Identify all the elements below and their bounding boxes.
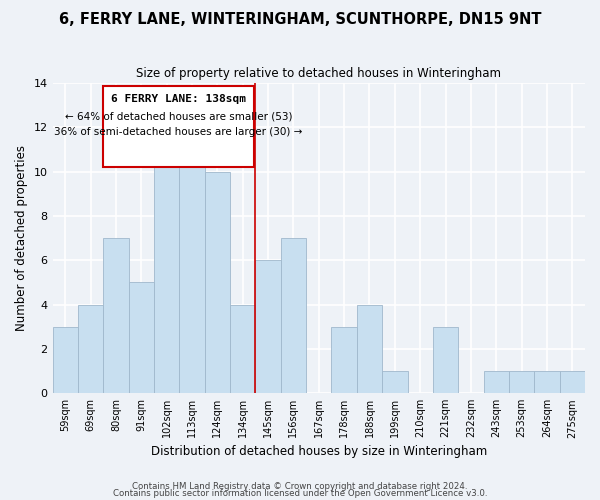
Bar <box>78 304 103 393</box>
Bar <box>53 326 78 393</box>
Bar <box>230 304 256 393</box>
Bar <box>484 371 509 393</box>
Bar <box>103 238 128 393</box>
Bar <box>154 150 179 393</box>
Text: Contains public sector information licensed under the Open Government Licence v3: Contains public sector information licen… <box>113 489 487 498</box>
Text: Contains HM Land Registry data © Crown copyright and database right 2024.: Contains HM Land Registry data © Crown c… <box>132 482 468 491</box>
Bar <box>281 238 306 393</box>
Y-axis label: Number of detached properties: Number of detached properties <box>15 145 28 331</box>
Text: ← 64% of detached houses are smaller (53): ← 64% of detached houses are smaller (53… <box>65 112 292 122</box>
X-axis label: Distribution of detached houses by size in Winteringham: Distribution of detached houses by size … <box>151 444 487 458</box>
Bar <box>534 371 560 393</box>
Bar <box>256 260 281 393</box>
Bar <box>179 128 205 393</box>
Bar <box>509 371 534 393</box>
Bar <box>433 326 458 393</box>
Bar <box>357 304 382 393</box>
Bar <box>331 326 357 393</box>
Bar <box>205 172 230 393</box>
Bar <box>128 282 154 393</box>
Bar <box>103 86 254 167</box>
Bar <box>560 371 585 393</box>
Title: Size of property relative to detached houses in Winteringham: Size of property relative to detached ho… <box>136 68 501 80</box>
Text: 6 FERRY LANE: 138sqm: 6 FERRY LANE: 138sqm <box>111 94 246 104</box>
Text: 6, FERRY LANE, WINTERINGHAM, SCUNTHORPE, DN15 9NT: 6, FERRY LANE, WINTERINGHAM, SCUNTHORPE,… <box>59 12 541 28</box>
Text: 36% of semi-detached houses are larger (30) →: 36% of semi-detached houses are larger (… <box>55 127 303 137</box>
Bar <box>382 371 407 393</box>
